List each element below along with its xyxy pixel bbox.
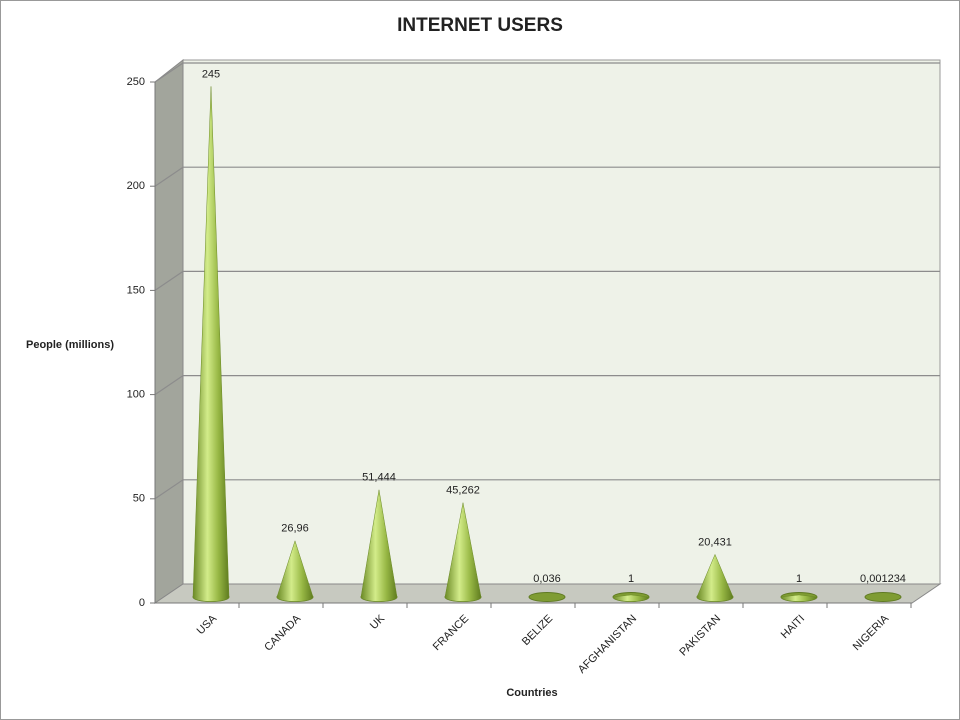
grid-line xyxy=(154,166,940,187)
y-tick-label: 50 xyxy=(133,493,145,505)
y-tick-label: 150 xyxy=(127,284,145,296)
data-label: 20,431 xyxy=(698,536,732,548)
y-tick-label: 200 xyxy=(127,180,145,192)
data-label: 245 xyxy=(202,68,220,80)
data-label: 1 xyxy=(796,573,802,585)
cone xyxy=(444,502,482,602)
cone-body xyxy=(192,86,230,602)
data-label: 0,036 xyxy=(533,573,561,585)
cone-base xyxy=(528,592,566,602)
y-tick-label: 100 xyxy=(127,389,145,401)
data-label: 1 xyxy=(628,573,634,585)
cone xyxy=(780,592,818,602)
cone xyxy=(864,592,902,602)
chart-title: INTERNET USERS xyxy=(397,15,563,36)
cone xyxy=(192,86,230,602)
cone-body xyxy=(360,489,398,602)
data-label: 45,262 xyxy=(446,485,480,497)
grid-line xyxy=(154,375,940,396)
cone xyxy=(528,592,566,602)
cone-base xyxy=(864,592,902,602)
y-tick-label: 0 xyxy=(139,597,145,609)
grid-line xyxy=(154,62,940,83)
cone-body xyxy=(696,553,734,602)
grid-line xyxy=(154,479,940,500)
y-axis-title: People (millions) xyxy=(26,339,114,351)
cone-body xyxy=(780,594,818,602)
data-label: 26,96 xyxy=(281,523,309,535)
cone xyxy=(276,539,314,602)
data-label: 0,001234 xyxy=(860,573,906,585)
side-wall xyxy=(154,58,184,604)
cone xyxy=(696,553,734,602)
cone xyxy=(360,489,398,602)
cone-body xyxy=(612,594,650,602)
cone xyxy=(612,592,650,602)
cone-body xyxy=(444,502,482,602)
data-label: 51,444 xyxy=(362,472,396,484)
back-wall xyxy=(182,59,941,585)
y-tick-label: 250 xyxy=(127,76,145,88)
grid-line xyxy=(154,270,940,291)
cone-body xyxy=(276,539,314,602)
x-axis-title: Countries xyxy=(506,687,557,699)
